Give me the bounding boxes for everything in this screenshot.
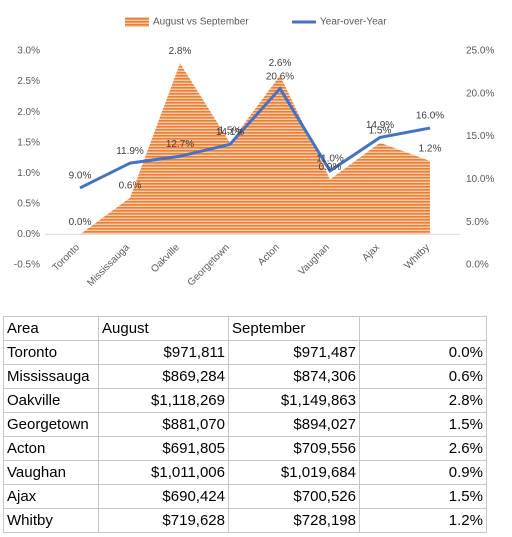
- table-cell: $971,487: [228, 340, 360, 365]
- table-row: Vaughan $1,011,006 $1,019,684 0.9%: [3, 460, 487, 485]
- data-label: 12.7%: [166, 139, 194, 150]
- table-cell: Ajax: [3, 484, 99, 509]
- x-tick-label: Oakville: [149, 242, 182, 275]
- data-label: 11.0%: [316, 153, 344, 164]
- data-label: 2.6%: [269, 58, 292, 69]
- y2-tick-label: 15.0%: [466, 131, 494, 142]
- table-body: Toronto $971,811 $971,487 0.0% Mississauga $8…: [3, 340, 487, 533]
- table-cell: $691,805: [98, 436, 229, 461]
- data-label: 11.9%: [116, 146, 144, 157]
- table-cell: $881,070: [98, 412, 229, 437]
- data-label: 20.6%: [266, 71, 294, 82]
- table-cell: $869,284: [98, 364, 229, 389]
- table-cell: $690,424: [98, 484, 229, 509]
- x-tick-label: Toronto: [51, 242, 83, 274]
- area: [80, 63, 430, 235]
- y2-tick-label: 20.0%: [466, 88, 494, 99]
- table-cell: $894,027: [228, 412, 360, 437]
- x-tick-label: Mississauga: [85, 242, 132, 289]
- y-tick-label: 1.5%: [17, 137, 40, 148]
- chart: -0.5% 0.0% 0.5% 1.0% 1.5% 2.0% 2.5% 3.0% 0.0% 5.0…: [14, 17, 495, 289]
- table-cell: Whitby: [3, 508, 99, 533]
- y-tick-label: 1.0%: [17, 168, 40, 179]
- x-tick-label: Ajax: [360, 242, 382, 264]
- table-row: Ajax $690,424 $700,526 1.5%: [3, 484, 487, 509]
- table-cell: 0.0%: [359, 340, 487, 365]
- table-cell: 0.9%: [359, 460, 487, 485]
- table-cell: Toronto: [3, 340, 99, 365]
- table-row: Mississauga $869,284 $874,306 0.6%: [3, 364, 487, 389]
- y2-tick-label: 5.0%: [466, 217, 489, 228]
- table-cell: 1.5%: [359, 412, 487, 437]
- table-cell: Georgetown: [3, 412, 99, 437]
- table-cell: $1,019,684: [228, 460, 360, 485]
- data-label: 1.5%: [219, 125, 242, 136]
- legend-label: August vs September: [153, 17, 249, 28]
- table-row: Toronto $971,811 $971,487 0.0%: [3, 340, 487, 365]
- data-label: 1.2%: [419, 144, 442, 155]
- y-tick-label: -0.5%: [14, 260, 40, 271]
- data-label: 14.1%: [216, 127, 244, 138]
- data-label: 0.0%: [69, 217, 92, 228]
- data-label: 1.5%: [369, 125, 392, 136]
- table-cell: $719,628: [98, 508, 229, 533]
- table-cell: Acton: [3, 436, 99, 461]
- table-cell: 0.6%: [359, 364, 487, 389]
- line: [79, 86, 431, 190]
- y-tick-label: 0.0%: [17, 229, 40, 240]
- table-cell: Vaughan: [3, 460, 99, 485]
- table-row: Acton $691,805 $709,556 2.6%: [3, 436, 487, 461]
- table-row: Whitby $719,628 $728,198 1.2%: [3, 508, 487, 533]
- data-label: 0.6%: [119, 180, 142, 191]
- table-cell: 1.2%: [359, 508, 487, 533]
- legend-label: Year-over-Year: [320, 17, 387, 28]
- table-cell: $1,011,006: [98, 460, 229, 485]
- data-label: 0.9%: [319, 162, 342, 173]
- legend-swatch: [125, 17, 149, 27]
- header-cell: September: [228, 316, 360, 341]
- x-tick-label: Whitby: [403, 242, 432, 271]
- y2-tick-label: 10.0%: [466, 174, 494, 185]
- y-tick-label: 3.0%: [17, 46, 40, 57]
- x-tick-label: Vaughan: [296, 242, 332, 278]
- data-label: 16.0%: [416, 111, 444, 122]
- data-label: 14.9%: [366, 120, 394, 131]
- data-label: 2.8%: [169, 46, 192, 57]
- table-cell: $709,556: [228, 436, 360, 461]
- table-cell: 1.5%: [359, 484, 487, 509]
- header-cell: Area: [3, 316, 99, 341]
- y-tick-label: 0.5%: [17, 198, 40, 209]
- data-table: Area August September Toronto $971,811 $971,…: [3, 316, 487, 533]
- x-tick-label: Acton: [256, 242, 282, 268]
- table-cell: $971,811: [98, 340, 229, 365]
- header-cell: [359, 316, 487, 341]
- y-tick-label: 2.5%: [17, 76, 40, 87]
- data-label: 9.0%: [69, 171, 92, 182]
- table-cell: $1,149,863: [228, 388, 360, 413]
- y2-tick-label: 0.0%: [466, 260, 489, 271]
- table-cell: 2.8%: [359, 388, 487, 413]
- header-cell: August: [98, 316, 229, 341]
- table-cell: Oakville: [3, 388, 99, 413]
- table-row: Oakville $1,118,269 $1,149,863 2.8%: [3, 388, 487, 413]
- table-row: Georgetown $881,070 $894,027 1.5%: [3, 412, 487, 437]
- table-cell: $874,306: [228, 364, 360, 389]
- y2-tick-label: 25.0%: [466, 46, 494, 57]
- table-cell: Mississauga: [3, 364, 99, 389]
- table-cell: $1,118,269: [98, 388, 229, 413]
- y-tick-label: 2.0%: [17, 107, 40, 118]
- header-row: Area August September: [3, 316, 487, 341]
- table-cell: 2.6%: [359, 436, 487, 461]
- table-cell: $728,198: [228, 508, 360, 533]
- table-cell: $700,526: [228, 484, 360, 509]
- x-tick-label: Georgetown: [186, 242, 232, 288]
